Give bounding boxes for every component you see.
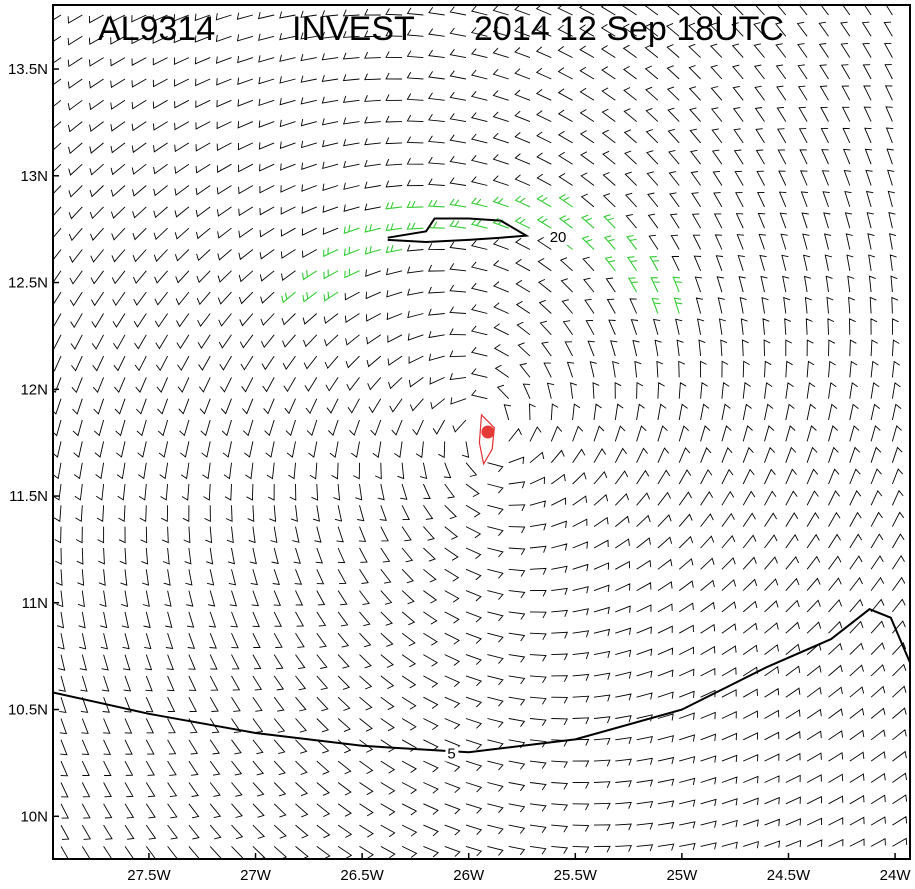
y-axis: 13.5N 13N 12.5N 12N 11.5N 11N 10.5N 10N xyxy=(8,61,59,825)
y-tick-label: 13N xyxy=(20,168,48,185)
rmw-contour xyxy=(478,413,495,466)
wind-contour-line xyxy=(387,217,530,244)
x-tick-label: 25.5W xyxy=(554,867,598,884)
x-tick-label: 24.5W xyxy=(767,867,811,884)
x-tick-label: 25W xyxy=(666,867,698,884)
plot-frame xyxy=(52,4,911,860)
y-tick-label: 12N xyxy=(20,381,48,398)
contour-label: 20 xyxy=(550,229,567,246)
contour-label-bg xyxy=(445,746,459,762)
y-tick-label: 10N xyxy=(20,808,48,825)
wind-contour-line xyxy=(53,608,910,754)
x-tick-label: 27.5W xyxy=(127,867,171,884)
contour-layer: 20 5 xyxy=(53,217,910,763)
y-tick-label: 12.5N xyxy=(8,275,48,292)
x-tick-label: 26W xyxy=(453,867,485,884)
y-tick-label: 11.5N xyxy=(9,488,48,505)
x-tick-label: 24W xyxy=(880,867,912,884)
storm-id-title: AL9314 xyxy=(98,10,215,48)
storm-name-title: INVEST xyxy=(292,10,415,48)
y-tick-label: 13.5N xyxy=(8,61,48,78)
x-tick-label: 26.5W xyxy=(340,867,384,884)
storm-center-marker xyxy=(481,425,495,439)
x-axis: 27.5W 27W 26.5W 26W 25.5W 25W 24.5W 24W xyxy=(127,853,911,884)
y-tick-label: 11N xyxy=(22,595,48,612)
datetime-title: 2014 12 Sep 18UTC xyxy=(474,10,784,48)
high-wind-barbs xyxy=(281,194,683,314)
contour-label-bg xyxy=(547,229,570,245)
x-tick-label: 27W xyxy=(240,867,272,884)
contour-label: 5 xyxy=(447,746,455,763)
wind-barbs xyxy=(53,5,908,859)
wind-barb-field xyxy=(53,5,908,859)
y-tick-label: 10.5N xyxy=(8,702,48,719)
